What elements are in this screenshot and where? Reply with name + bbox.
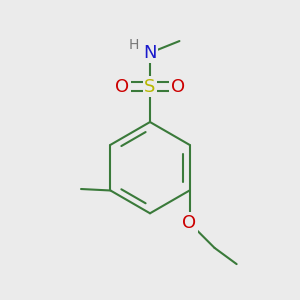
- Text: H: H: [129, 38, 139, 52]
- Text: O: O: [115, 78, 129, 96]
- Text: O: O: [182, 214, 197, 232]
- Text: O: O: [171, 78, 185, 96]
- Text: N: N: [143, 44, 157, 62]
- Text: S: S: [144, 78, 156, 96]
